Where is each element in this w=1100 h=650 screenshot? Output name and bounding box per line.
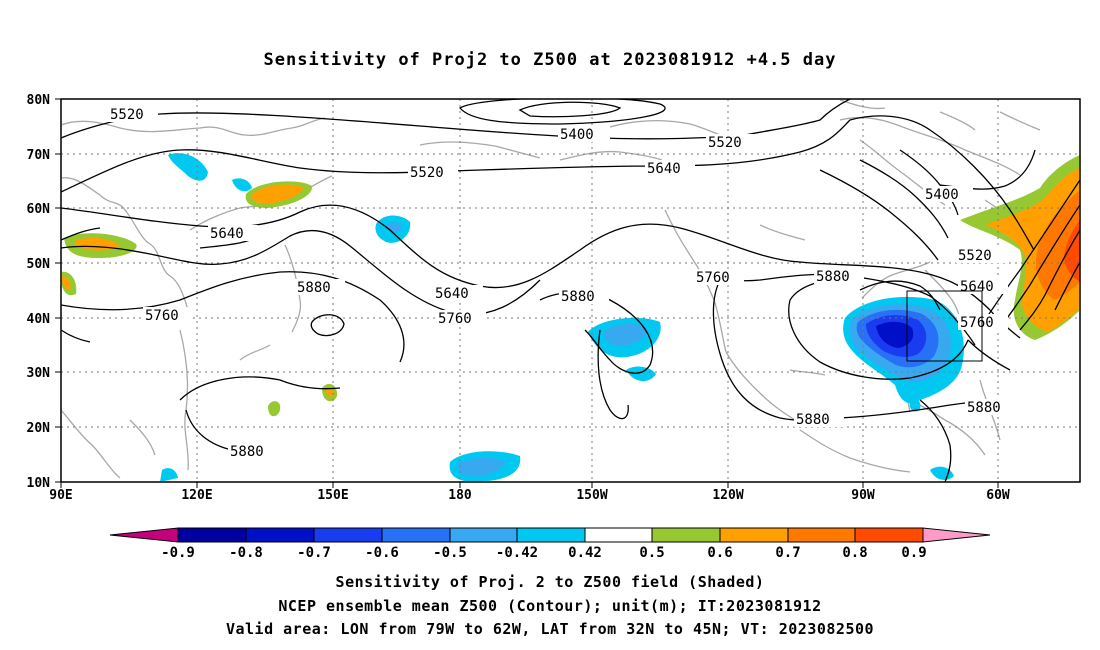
colorbar-cell <box>177 527 247 543</box>
colorbar-tick: 0.8 <box>842 545 867 561</box>
lat-label: 60N <box>27 202 51 217</box>
lon-label: 90W <box>851 488 875 503</box>
lon-label: 60W <box>986 488 1010 503</box>
lon-label: 120E <box>181 488 212 503</box>
lon-label: 150E <box>317 488 348 503</box>
caption-line-1: Sensitivity of Proj. 2 to Z500 field (Sh… <box>335 573 765 591</box>
contour-label: 5760 <box>696 270 730 286</box>
lat-label: 30N <box>27 366 51 381</box>
lon-label: 120W <box>712 488 743 503</box>
colorbar-cell <box>516 527 586 543</box>
valid-area-box <box>906 290 983 362</box>
colorbar-tick: 0.9 <box>901 545 926 561</box>
contour-label: 5520 <box>110 107 144 123</box>
colorbar-cell <box>651 527 721 543</box>
colorbar-ticks: -0.9 -0.8 -0.7 -0.6 -0.5 -0.42 0.42 0.5 … <box>161 545 927 561</box>
colorbar-cell <box>245 527 315 543</box>
contour-label: 5760 <box>145 308 179 324</box>
contour-label: 5880 <box>796 412 830 428</box>
contour-label: 5880 <box>297 280 331 296</box>
contour-labels: 5520 5400 5520 5520 5640 5400 5640 5520 … <box>108 106 1015 460</box>
colorbar-cell <box>584 527 653 543</box>
colorbar-high-arrow <box>922 527 991 543</box>
colorbar-tick: 0.6 <box>707 545 732 561</box>
colorbar-tick: -0.7 <box>297 545 331 561</box>
contour-label: 5640 <box>210 226 244 242</box>
contour-label: 5760 <box>960 315 994 331</box>
colorbar-cell <box>854 527 924 543</box>
lon-axis: 90E 120E 150E 180 150W 120W 90W 60W <box>49 488 1010 503</box>
colorbar-cell <box>381 527 451 543</box>
sensitivity-shading <box>61 153 1080 482</box>
colorbar <box>109 527 991 543</box>
contour-label: 5640 <box>435 286 469 302</box>
lat-label: 40N <box>27 312 51 327</box>
contour-label: 5880 <box>230 444 264 460</box>
colorbar-tick: 0.5 <box>639 545 664 561</box>
colorbar-tick: -0.5 <box>433 545 467 561</box>
lon-label: 90E <box>49 488 72 503</box>
contour-label: 5640 <box>647 161 681 177</box>
colorbar-low-arrow <box>109 527 179 543</box>
lon-label: 180 <box>448 488 472 503</box>
colorbar-cell <box>719 527 789 543</box>
caption-line-3: Valid area: LON from 79W to 62W, LAT fro… <box>225 620 875 638</box>
contour-label: 5520 <box>958 248 992 264</box>
colorbar-tick: 0.42 <box>568 545 602 561</box>
contour-label: 5400 <box>925 187 959 203</box>
lat-label: 70N <box>27 148 51 163</box>
lat-axis: 80N 70N 60N 50N 40N 30N 20N 10N <box>27 93 51 491</box>
colorbar-cell <box>449 527 518 543</box>
contour-label: 5760 <box>438 311 472 327</box>
caption-line-2: NCEP ensemble mean Z500 (Contour); unit(… <box>278 597 822 615</box>
lat-label: 80N <box>27 93 51 108</box>
lon-label: 150W <box>576 488 607 503</box>
contour-label: 5880 <box>816 269 850 285</box>
page-title: Sensitivity of Proj2 to Z500 at 20230819… <box>263 50 837 70</box>
contour-label: 5640 <box>960 279 994 295</box>
colorbar-tick: -0.8 <box>229 545 263 561</box>
contour-label: 5880 <box>967 400 1001 416</box>
colorbar-cell <box>787 527 856 543</box>
lat-label: 50N <box>27 257 51 272</box>
colorbar-tick: 0.7 <box>775 545 800 561</box>
colorbar-tick: -0.6 <box>365 545 399 561</box>
colorbar-tick: -0.9 <box>161 545 195 561</box>
lat-label: 10N <box>27 476 51 491</box>
contour-label: 5880 <box>561 289 595 305</box>
contour-label: 5520 <box>410 165 444 181</box>
contour-label: 5520 <box>708 135 742 151</box>
colorbar-tick: -0.42 <box>496 545 538 561</box>
lat-label: 20N <box>27 421 51 436</box>
colorbar-cell <box>313 527 383 543</box>
contour-label: 5400 <box>560 127 594 143</box>
